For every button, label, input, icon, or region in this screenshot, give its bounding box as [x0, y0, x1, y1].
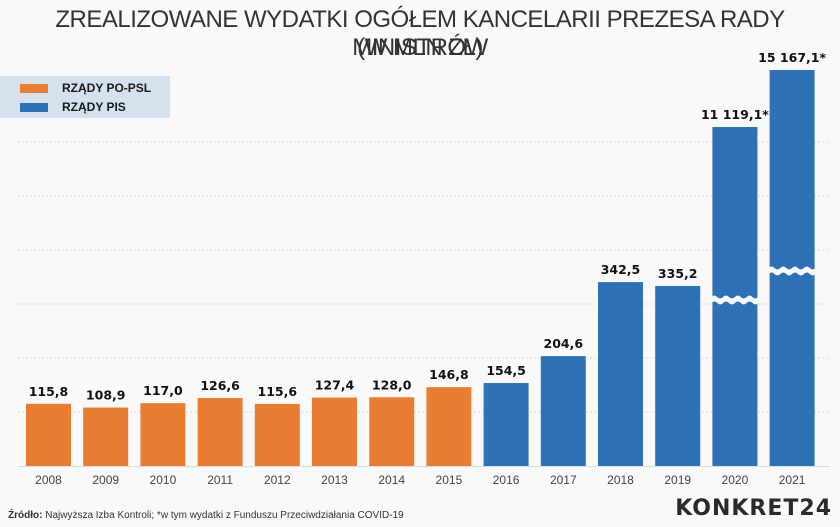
- x-tick-label-2017: 2017: [550, 473, 577, 487]
- x-tick-label-2010: 2010: [150, 473, 177, 487]
- bar-2014: [369, 397, 415, 466]
- legend-label-pis: RZĄDY PIS: [62, 100, 126, 114]
- data-label-2015: 146,8: [429, 367, 469, 382]
- data-label-2016: 154,5: [486, 363, 526, 378]
- legend-swatch-pis: [20, 102, 48, 112]
- bar-2011: [197, 398, 243, 466]
- bar-2017: [540, 356, 586, 466]
- x-tick-label-2014: 2014: [378, 473, 405, 487]
- data-label-2017: 204,6: [544, 336, 584, 351]
- data-label-2012: 115,6: [258, 384, 298, 399]
- data-label-2014: 128,0: [372, 377, 412, 392]
- konkret24-logo: KONKRET24: [675, 496, 832, 521]
- source-note: Źródło: Najwyższa Izba Kontroli; *w tym …: [8, 510, 404, 521]
- axis-break-2020: [711, 295, 759, 305]
- bar-2013: [312, 397, 357, 466]
- x-tick-label-2021: 2021: [779, 473, 806, 487]
- legend-swatch-po-psl: [20, 83, 48, 93]
- axis-break-2021: [768, 266, 816, 276]
- data-label-2013: 127,4: [315, 378, 355, 393]
- chart-subtitle: (W MLN ZŁ): [357, 34, 483, 61]
- x-tick-label-2008: 2008: [35, 473, 62, 487]
- x-tick-label-2019: 2019: [664, 473, 691, 487]
- data-label-2010: 117,0: [143, 383, 183, 398]
- data-label-2020: 11 119,1*: [701, 107, 769, 122]
- source-label: Źródło:: [8, 510, 43, 521]
- chart-title: ZREALIZOWANE WYDATKI OGÓŁEM KANCELARII P…: [55, 6, 785, 61]
- bar-2016: [483, 383, 529, 466]
- bar-2018: [598, 282, 643, 466]
- data-label-2019: 335,2: [658, 266, 698, 281]
- bar-2009: [83, 407, 129, 466]
- data-label-2018: 342,5: [601, 262, 641, 277]
- legend-item-pis: RZĄDY PIS: [20, 98, 126, 116]
- x-tick-label-2013: 2013: [321, 473, 348, 487]
- data-label-2008: 115,8: [29, 384, 69, 399]
- bar-2008: [26, 403, 71, 466]
- bar-2010: [140, 403, 186, 466]
- data-label-2011: 126,6: [200, 378, 240, 393]
- x-tick-label-2020: 2020: [722, 473, 749, 487]
- bar-2012: [254, 403, 300, 466]
- data-label-2021: 15 167,1*: [758, 50, 826, 65]
- x-tick-label-2015: 2015: [436, 473, 463, 487]
- bar-2015: [426, 387, 472, 466]
- legend-item-po-psl: RZĄDY PO-PSL: [20, 79, 151, 97]
- x-tick-label-2011: 2011: [207, 473, 233, 487]
- data-label-2009: 108,9: [86, 388, 126, 403]
- source-text: Najwyższa Izba Kontroli; *w tym wydatki …: [42, 510, 404, 521]
- x-tick-label-2018: 2018: [607, 473, 634, 487]
- x-tick-label-2016: 2016: [493, 473, 520, 487]
- x-tick-label-2009: 2009: [92, 473, 119, 487]
- legend-label-po-psl: RZĄDY PO-PSL: [62, 81, 152, 95]
- bar-2019: [655, 285, 701, 466]
- legend: RZĄDY PO-PSL RZĄDY PIS: [0, 76, 170, 118]
- x-tick-label-2012: 2012: [264, 473, 291, 487]
